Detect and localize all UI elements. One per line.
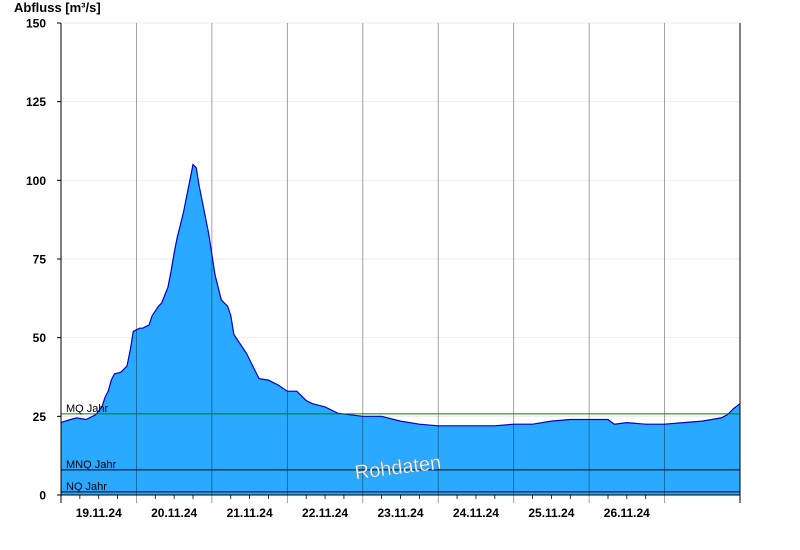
- y-tick-label: 150: [26, 17, 46, 31]
- y-axis-label: Abfluss [m³/s]: [14, 0, 101, 15]
- discharge-area: [61, 164, 740, 495]
- x-tick-label: 26.11.24: [604, 506, 650, 520]
- x-tick-label: 25.11.24: [528, 506, 574, 520]
- y-tick-label: 25: [33, 410, 47, 424]
- discharge-line: [60, 163, 741, 427]
- reference-label-1: MQ Jahr: [66, 403, 109, 415]
- reference-label-2: MNQ Jahr: [66, 459, 116, 471]
- y-tick-label: 50: [33, 331, 47, 345]
- y-tick-label: 75: [33, 253, 47, 267]
- y-tick-label: 0: [39, 489, 46, 503]
- y-tick-label: 125: [26, 95, 46, 109]
- x-tick-label: 22.11.24: [302, 506, 348, 520]
- x-tick-label: 20.11.24: [151, 506, 197, 520]
- x-tick-label: 19.11.24: [76, 506, 122, 520]
- x-tick-label: 24.11.24: [453, 506, 499, 520]
- x-tick-label: 23.11.24: [377, 506, 423, 520]
- x-tick-label: 21.11.24: [227, 506, 273, 520]
- y-tick-label: 100: [26, 174, 46, 188]
- reference-label-3: NQ Jahr: [66, 481, 107, 493]
